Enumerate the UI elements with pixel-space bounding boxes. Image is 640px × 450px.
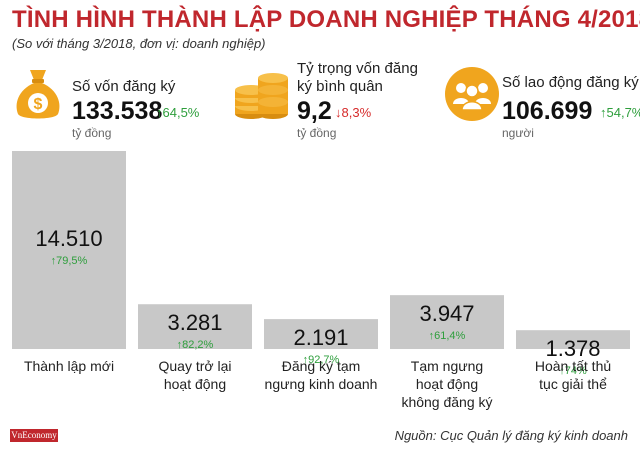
money-bag-icon: $: [12, 66, 64, 122]
stat-value: 9,2: [297, 97, 332, 125]
bar-change-label: ↑92,7%: [303, 354, 340, 366]
arrow-up-icon: ↑: [156, 105, 163, 120]
bar: [516, 330, 630, 349]
bar-value-label: 14.510: [35, 226, 102, 251]
stat-registered-capital: $ Số vốn đăng ký 133.538 ↑64,5% tỷ đồng: [0, 62, 210, 142]
bar-value-label: 3.281: [167, 310, 222, 335]
stat-change: ↑64,5%: [156, 105, 200, 120]
category-label: Hoàn tất thủ: [535, 358, 611, 374]
stat-change: ↓8,3%: [335, 105, 372, 120]
brand-logo: VnEconomy: [10, 429, 58, 442]
bar-value-label: 2.191: [293, 325, 348, 350]
bar: [264, 319, 378, 349]
arrow-down-icon: ↓: [335, 105, 342, 120]
category-label: không đăng ký: [401, 394, 492, 410]
category-label: Đăng ký tạm: [282, 358, 361, 374]
category-label: ngưng kinh doanh: [265, 376, 378, 392]
bar-change-label: ↑79,5%: [51, 255, 88, 267]
stat-average-capital: Tỷ trọng vốn đăng ký bình quân 9,2 ↓8,3% …: [225, 56, 435, 142]
category-label: Thành lập mới: [24, 358, 114, 374]
bar-value-label: 3.947: [419, 301, 474, 326]
bar-change-label: ↑74%: [559, 365, 587, 377]
stat-label: Tỷ trọng vốn đăng ký bình quân: [297, 60, 418, 95]
coin-stack-icon: [231, 70, 291, 122]
page-title: TÌNH HÌNH THÀNH LẬP DOANH NGHIỆP THÁNG 4…: [12, 6, 640, 33]
stat-value: 106.699: [502, 97, 593, 125]
category-label: hoạt động: [164, 376, 226, 392]
source-note: Nguồn: Cục Quản lý đăng ký kinh doanh: [394, 428, 628, 443]
arrow-up-icon: ↑: [600, 105, 607, 120]
bar-change-label: ↑61,4%: [429, 330, 466, 342]
stat-value: 133.538: [72, 97, 163, 125]
bar: [390, 295, 504, 349]
bar: [138, 304, 252, 349]
bar-value-label: 1.378: [545, 336, 600, 361]
stat-label: Số vốn đăng ký: [72, 78, 176, 95]
bar-chart: 14.510 ↑79,5% Thành lập mới 3.281 ↑82,2% Quay…: [12, 151, 630, 410]
stat-unit: người: [502, 126, 534, 140]
stat-unit: tỷ đồng: [72, 126, 112, 140]
category-label: Tạm ngưng: [411, 358, 483, 374]
svg-text:$: $: [34, 96, 43, 113]
page-subtitle: (So với tháng 3/2018, đơn vị: doanh nghi…: [12, 36, 266, 51]
category-label: Quay trở lại: [159, 358, 232, 374]
stat-label: Số lao động đăng ký: [502, 74, 639, 91]
category-label: hoạt động: [416, 376, 478, 392]
stat-change: ↑54,7%: [600, 105, 640, 120]
stat-registered-labor: Số lao động đăng ký 106.699 ↑54,7% người: [440, 62, 640, 142]
stat-unit: tỷ đồng: [297, 126, 337, 140]
people-group-icon: [444, 66, 500, 122]
bar: [12, 151, 126, 349]
bar-change-label: ↑82,2%: [177, 339, 214, 351]
category-label: tục giải thể: [539, 376, 607, 392]
